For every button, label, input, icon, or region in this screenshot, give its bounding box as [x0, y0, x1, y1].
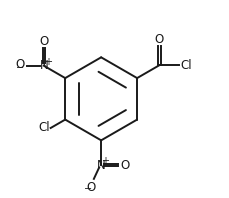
Text: O: O — [39, 34, 48, 48]
Text: Cl: Cl — [38, 122, 50, 134]
Text: −: − — [84, 184, 92, 194]
Text: Cl: Cl — [179, 59, 191, 72]
Text: O: O — [120, 159, 129, 171]
Text: O: O — [154, 33, 163, 46]
Text: O: O — [87, 181, 96, 194]
Text: N: N — [96, 159, 105, 171]
Text: +: + — [101, 156, 109, 166]
Text: −: − — [16, 63, 24, 73]
Text: +: + — [44, 57, 52, 67]
Text: N: N — [39, 59, 48, 72]
Text: O: O — [15, 58, 24, 71]
